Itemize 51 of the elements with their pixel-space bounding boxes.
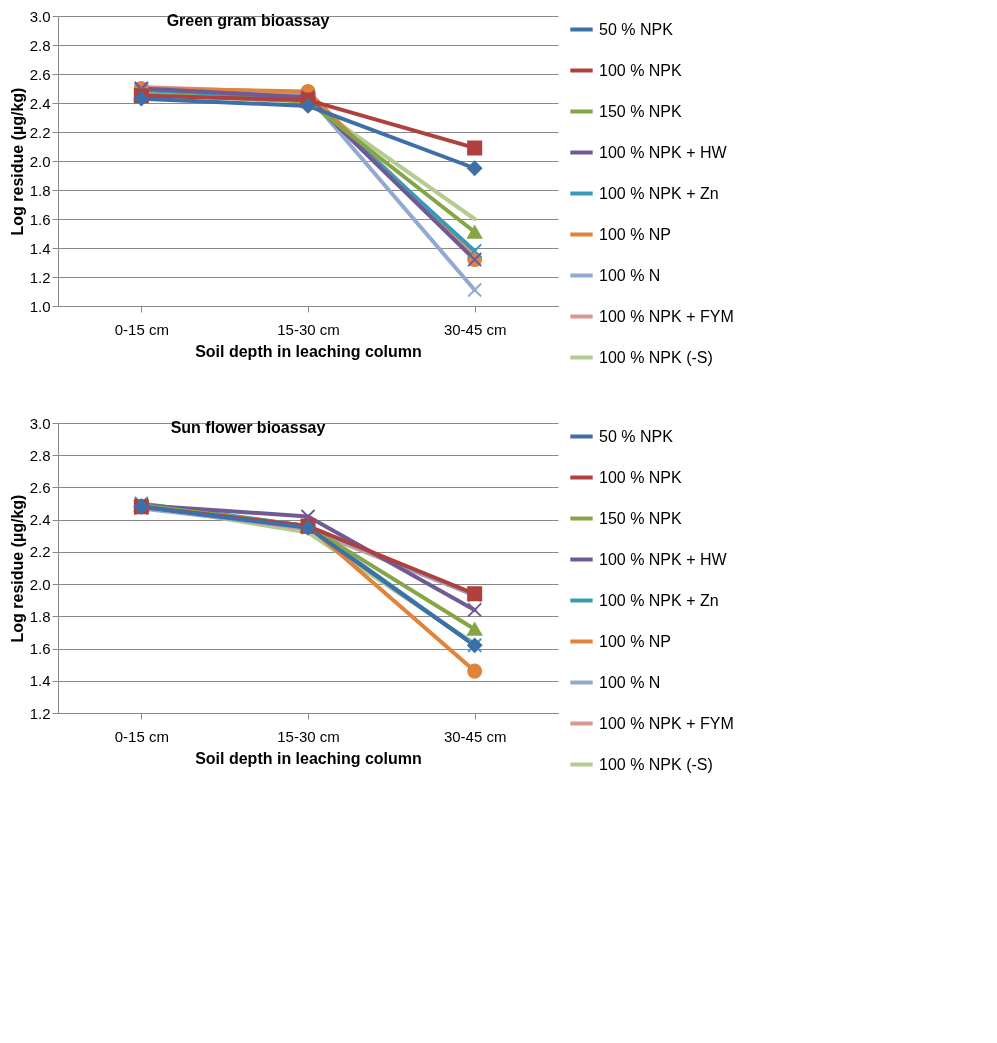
x-tick-label: 0-15 cm <box>114 320 169 338</box>
legend-label: 100 % NPK <box>599 468 683 486</box>
y-tick-label: 2.2 <box>29 123 51 141</box>
y-tick-label: 1.4 <box>29 672 51 690</box>
legend-label: 100 % NPK + HW <box>599 143 728 161</box>
legend-label: 100 % NPK <box>599 61 683 79</box>
y-tick-label: 3.0 <box>29 7 51 25</box>
y-tick-label: 1.2 <box>29 268 51 286</box>
x-tick-label: 15-30 cm <box>277 320 340 338</box>
x-axis-title: Soil depth in leaching column <box>195 749 422 767</box>
y-tick-label: 2.0 <box>29 575 51 593</box>
legend-label: 100 % N <box>599 673 661 691</box>
legend-label: 150 % NPK <box>599 509 683 527</box>
y-tick-label: 2.0 <box>29 152 51 170</box>
x-axis-title: Soil depth in leaching column <box>195 342 422 360</box>
x-tick-label: 30-45 cm <box>443 727 507 745</box>
legend-label: 150 % NPK <box>599 102 683 120</box>
y-tick-label: 1.4 <box>29 239 51 257</box>
y-tick-label: 2.8 <box>29 36 51 54</box>
y-tick-label: 2.2 <box>29 543 51 561</box>
legend-label: 100 % NPK + HW <box>599 550 728 568</box>
chart-title: Green gram bioassay <box>166 12 330 29</box>
chart-title: Sun flower bioassay <box>170 419 326 436</box>
legend-label: 100 % NPK + Zn <box>599 184 719 202</box>
legend-label: 100 % NPK (-S) <box>599 755 713 773</box>
legend-label: 100 % NP <box>599 632 672 650</box>
legend-label: 50 % NPK <box>599 20 674 38</box>
y-tick-label: 3.0 <box>29 414 51 432</box>
y-tick-label: 2.8 <box>29 446 51 464</box>
legend-label: 50 % NPK <box>599 427 674 445</box>
y-tick-label: 2.6 <box>29 65 51 83</box>
x-tick-label: 0-15 cm <box>114 727 169 745</box>
y-tick-label: 1.8 <box>29 181 51 199</box>
legend-label: 100 % NPK + FYM <box>599 714 734 732</box>
legend-label: 100 % NPK + Zn <box>599 591 719 609</box>
y-tick-label: 2.4 <box>29 511 51 529</box>
legend-label: 100 % NPK + FYM <box>599 307 734 325</box>
legend-label: 100 % N <box>599 266 661 284</box>
x-tick-label: 15-30 cm <box>277 727 340 745</box>
legend-label: 100 % NP <box>599 225 672 243</box>
y-tick-label: 1.6 <box>29 210 51 228</box>
y-tick-label: 2.4 <box>29 94 51 112</box>
y-axis-title: Log residue (µg/kg) <box>8 87 26 236</box>
legend-label: 100 % NPK (-S) <box>599 348 713 366</box>
y-tick-label: 1.0 <box>29 297 51 315</box>
y-tick-label: 1.6 <box>29 640 51 658</box>
y-tick-label: 2.6 <box>29 478 51 496</box>
y-axis-title: Log residue (µg/kg) <box>8 494 26 643</box>
y-tick-label: 1.2 <box>29 704 51 722</box>
x-tick-label: 30-45 cm <box>443 320 507 338</box>
y-tick-label: 1.8 <box>29 607 51 625</box>
